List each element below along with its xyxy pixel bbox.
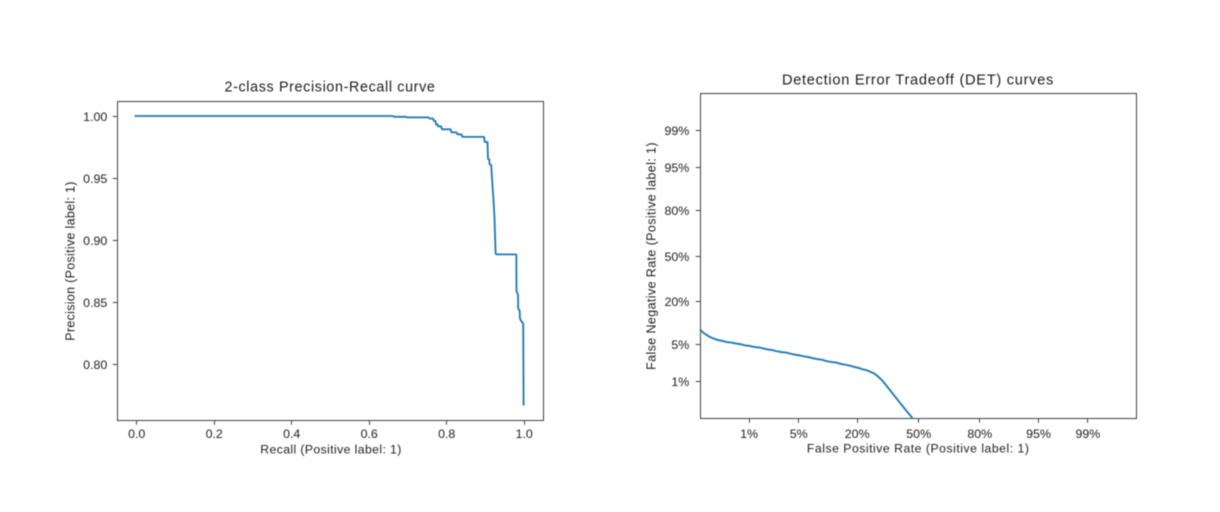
- svg-text:False Positive Rate (Positive: False Positive Rate (Positive label: 1): [807, 442, 1030, 456]
- svg-text:0.80: 0.80: [83, 358, 107, 372]
- svg-text:2-class Precision-Recall curve: 2-class Precision-Recall curve: [225, 79, 436, 95]
- svg-text:99%: 99%: [1075, 427, 1100, 441]
- svg-text:False Negative Rate (Positive: False Negative Rate (Positive label: 1): [645, 142, 659, 370]
- svg-text:0.95: 0.95: [83, 172, 107, 186]
- svg-text:99%: 99%: [664, 124, 689, 138]
- svg-text:Precision (Positive label: 1): Precision (Positive label: 1): [64, 181, 78, 340]
- svg-text:0.8: 0.8: [438, 427, 455, 441]
- svg-text:Detection Error Tradeoff (DET): Detection Error Tradeoff (DET) curves: [782, 73, 1054, 89]
- svg-text:20%: 20%: [845, 427, 870, 441]
- svg-text:Recall (Positive label: 1): Recall (Positive label: 1): [260, 442, 401, 456]
- svg-text:5%: 5%: [671, 338, 689, 352]
- svg-text:95%: 95%: [664, 161, 689, 175]
- svg-text:95%: 95%: [1026, 427, 1051, 441]
- svg-text:1%: 1%: [671, 375, 689, 389]
- svg-text:1.0: 1.0: [516, 427, 533, 441]
- svg-text:0.85: 0.85: [83, 296, 107, 310]
- svg-text:5%: 5%: [790, 427, 808, 441]
- svg-text:0.4: 0.4: [283, 427, 300, 441]
- svg-text:0.90: 0.90: [83, 234, 107, 248]
- svg-text:0.2: 0.2: [206, 427, 223, 441]
- svg-text:0.0: 0.0: [128, 427, 145, 441]
- svg-text:1.00: 1.00: [83, 110, 107, 124]
- svg-text:80%: 80%: [664, 204, 689, 218]
- svg-text:1%: 1%: [740, 427, 758, 441]
- svg-text:50%: 50%: [906, 427, 931, 441]
- svg-text:0.6: 0.6: [361, 427, 378, 441]
- svg-text:20%: 20%: [664, 295, 689, 309]
- svg-text:80%: 80%: [967, 427, 992, 441]
- svg-text:50%: 50%: [664, 250, 689, 264]
